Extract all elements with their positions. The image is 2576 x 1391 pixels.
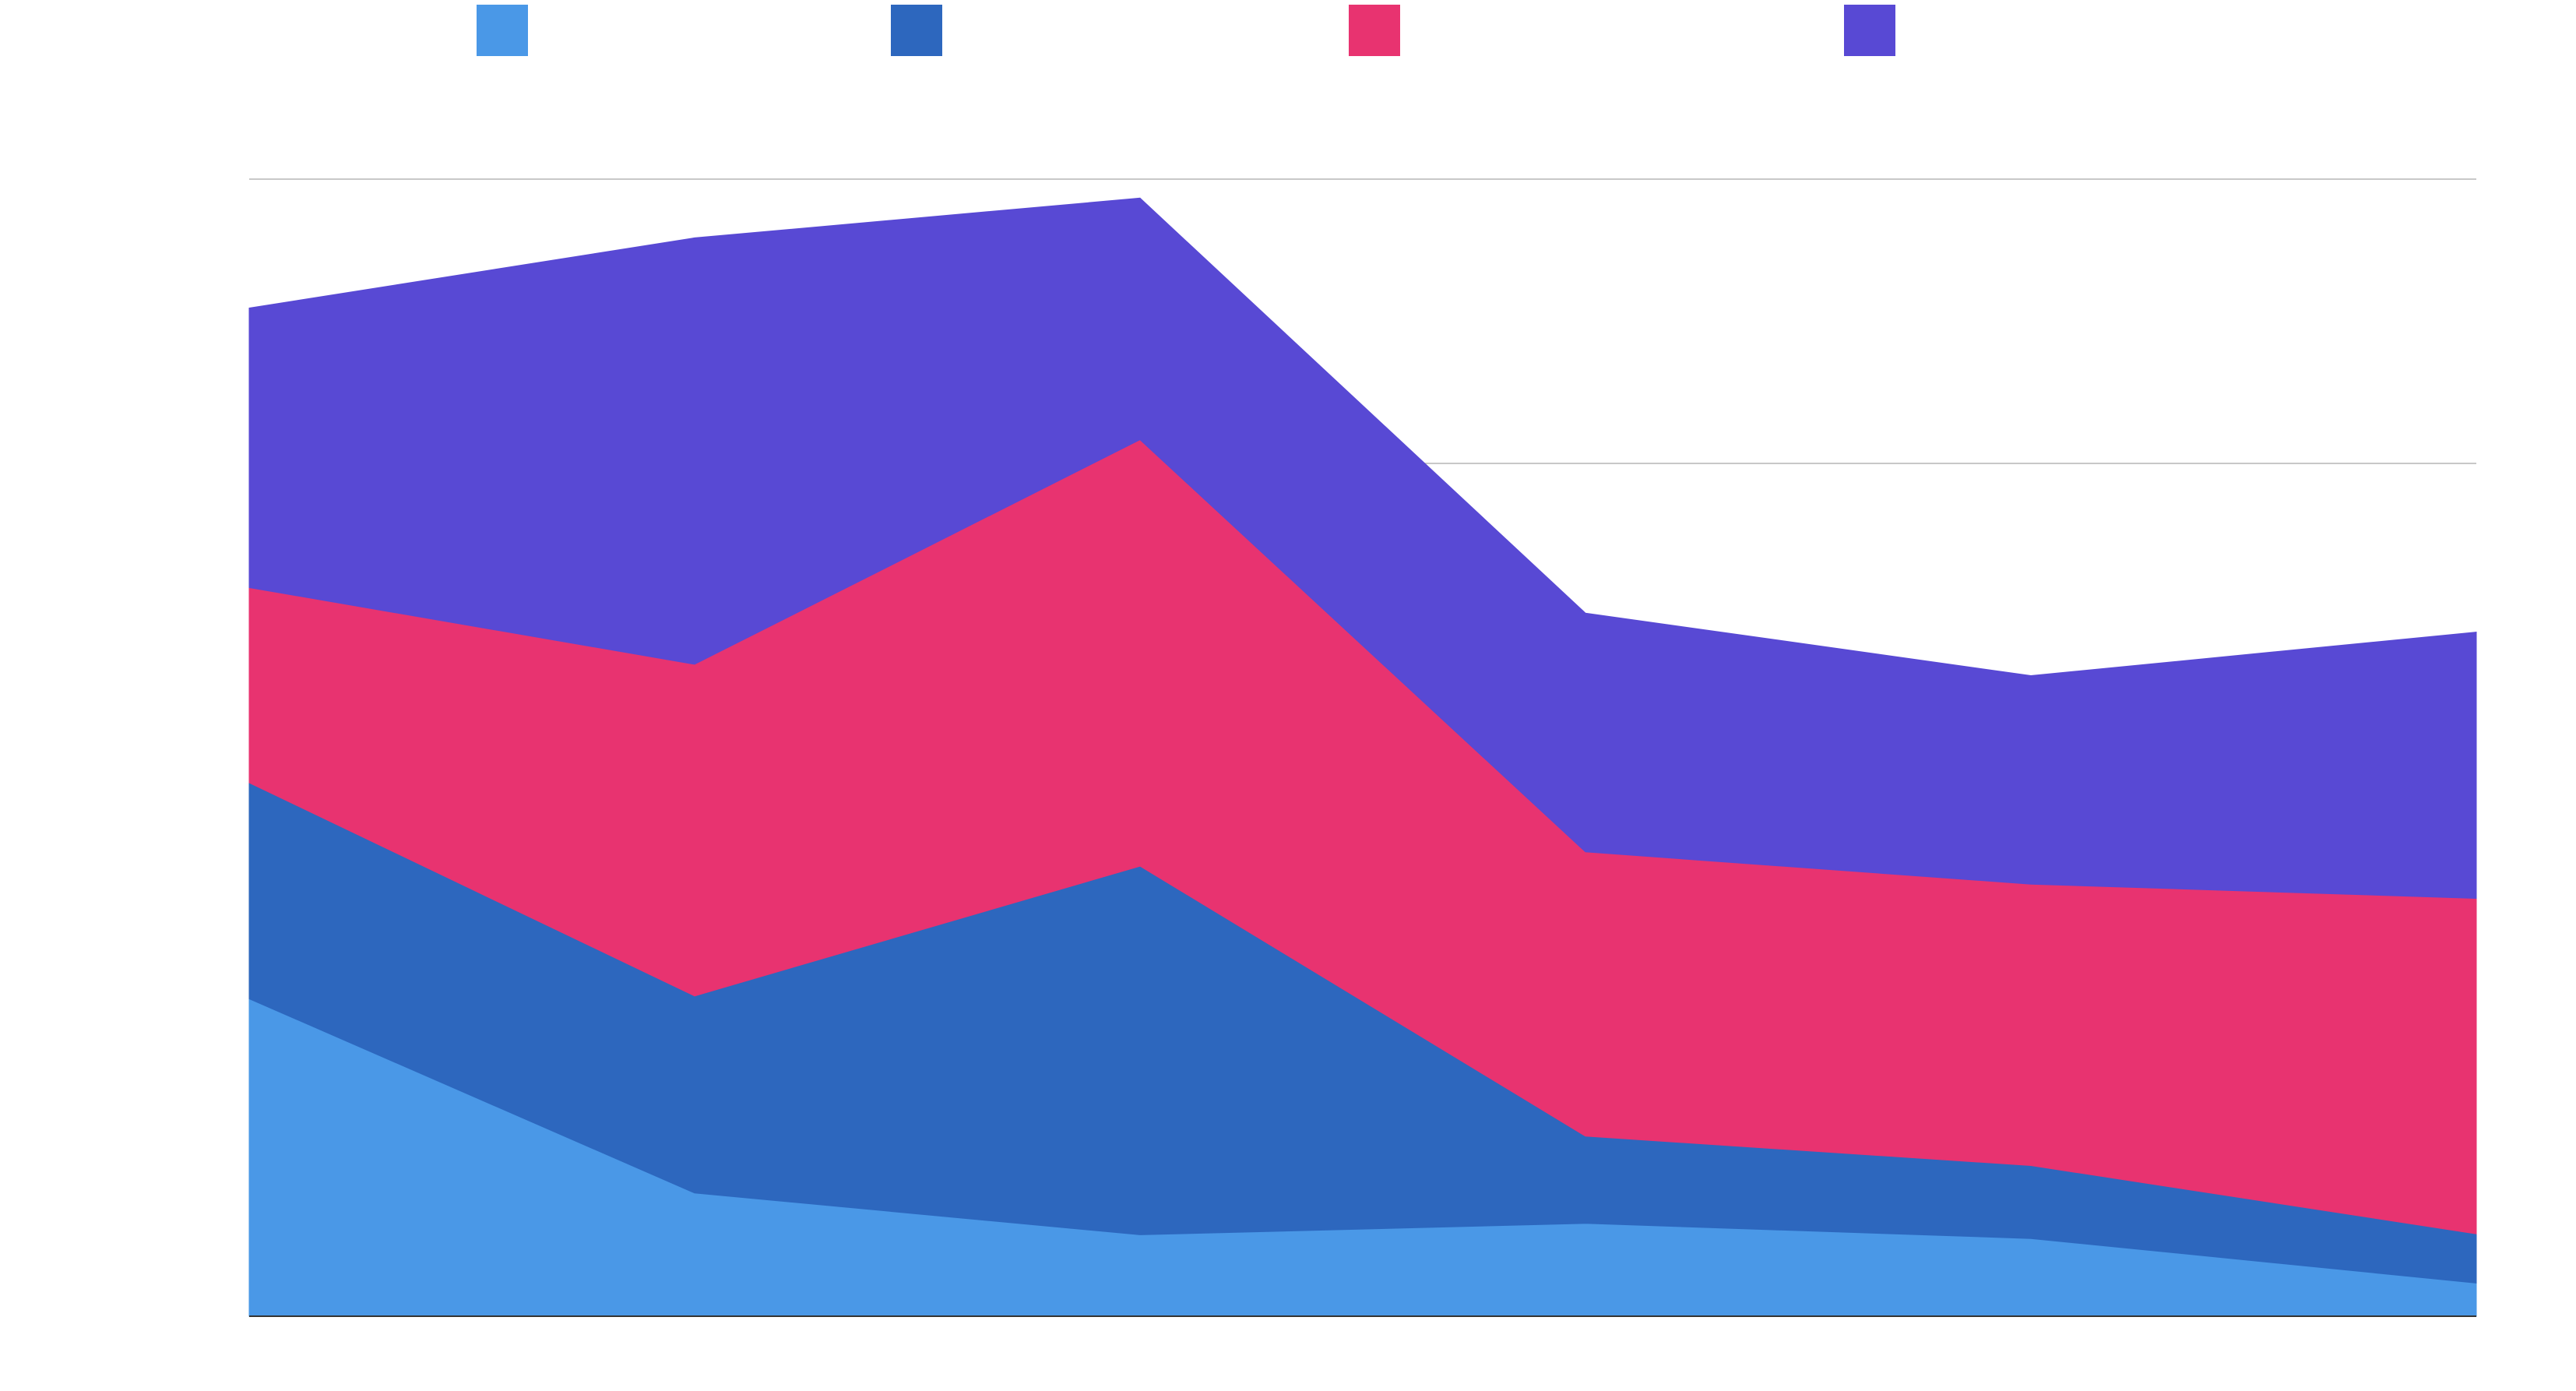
legend-item-2 <box>1349 5 1400 56</box>
series-areas <box>248 197 2477 1317</box>
legend-swatch-3 <box>1844 5 1895 56</box>
legend-item-3 <box>1844 5 1895 56</box>
legend-swatch-2 <box>1349 5 1400 56</box>
legend-swatch-1 <box>891 5 942 56</box>
legend-item-1 <box>891 5 942 56</box>
series-area-3 <box>248 197 2477 900</box>
legend-item-0 <box>477 5 528 56</box>
legend <box>477 5 1895 56</box>
legend-swatch-0 <box>477 5 528 56</box>
